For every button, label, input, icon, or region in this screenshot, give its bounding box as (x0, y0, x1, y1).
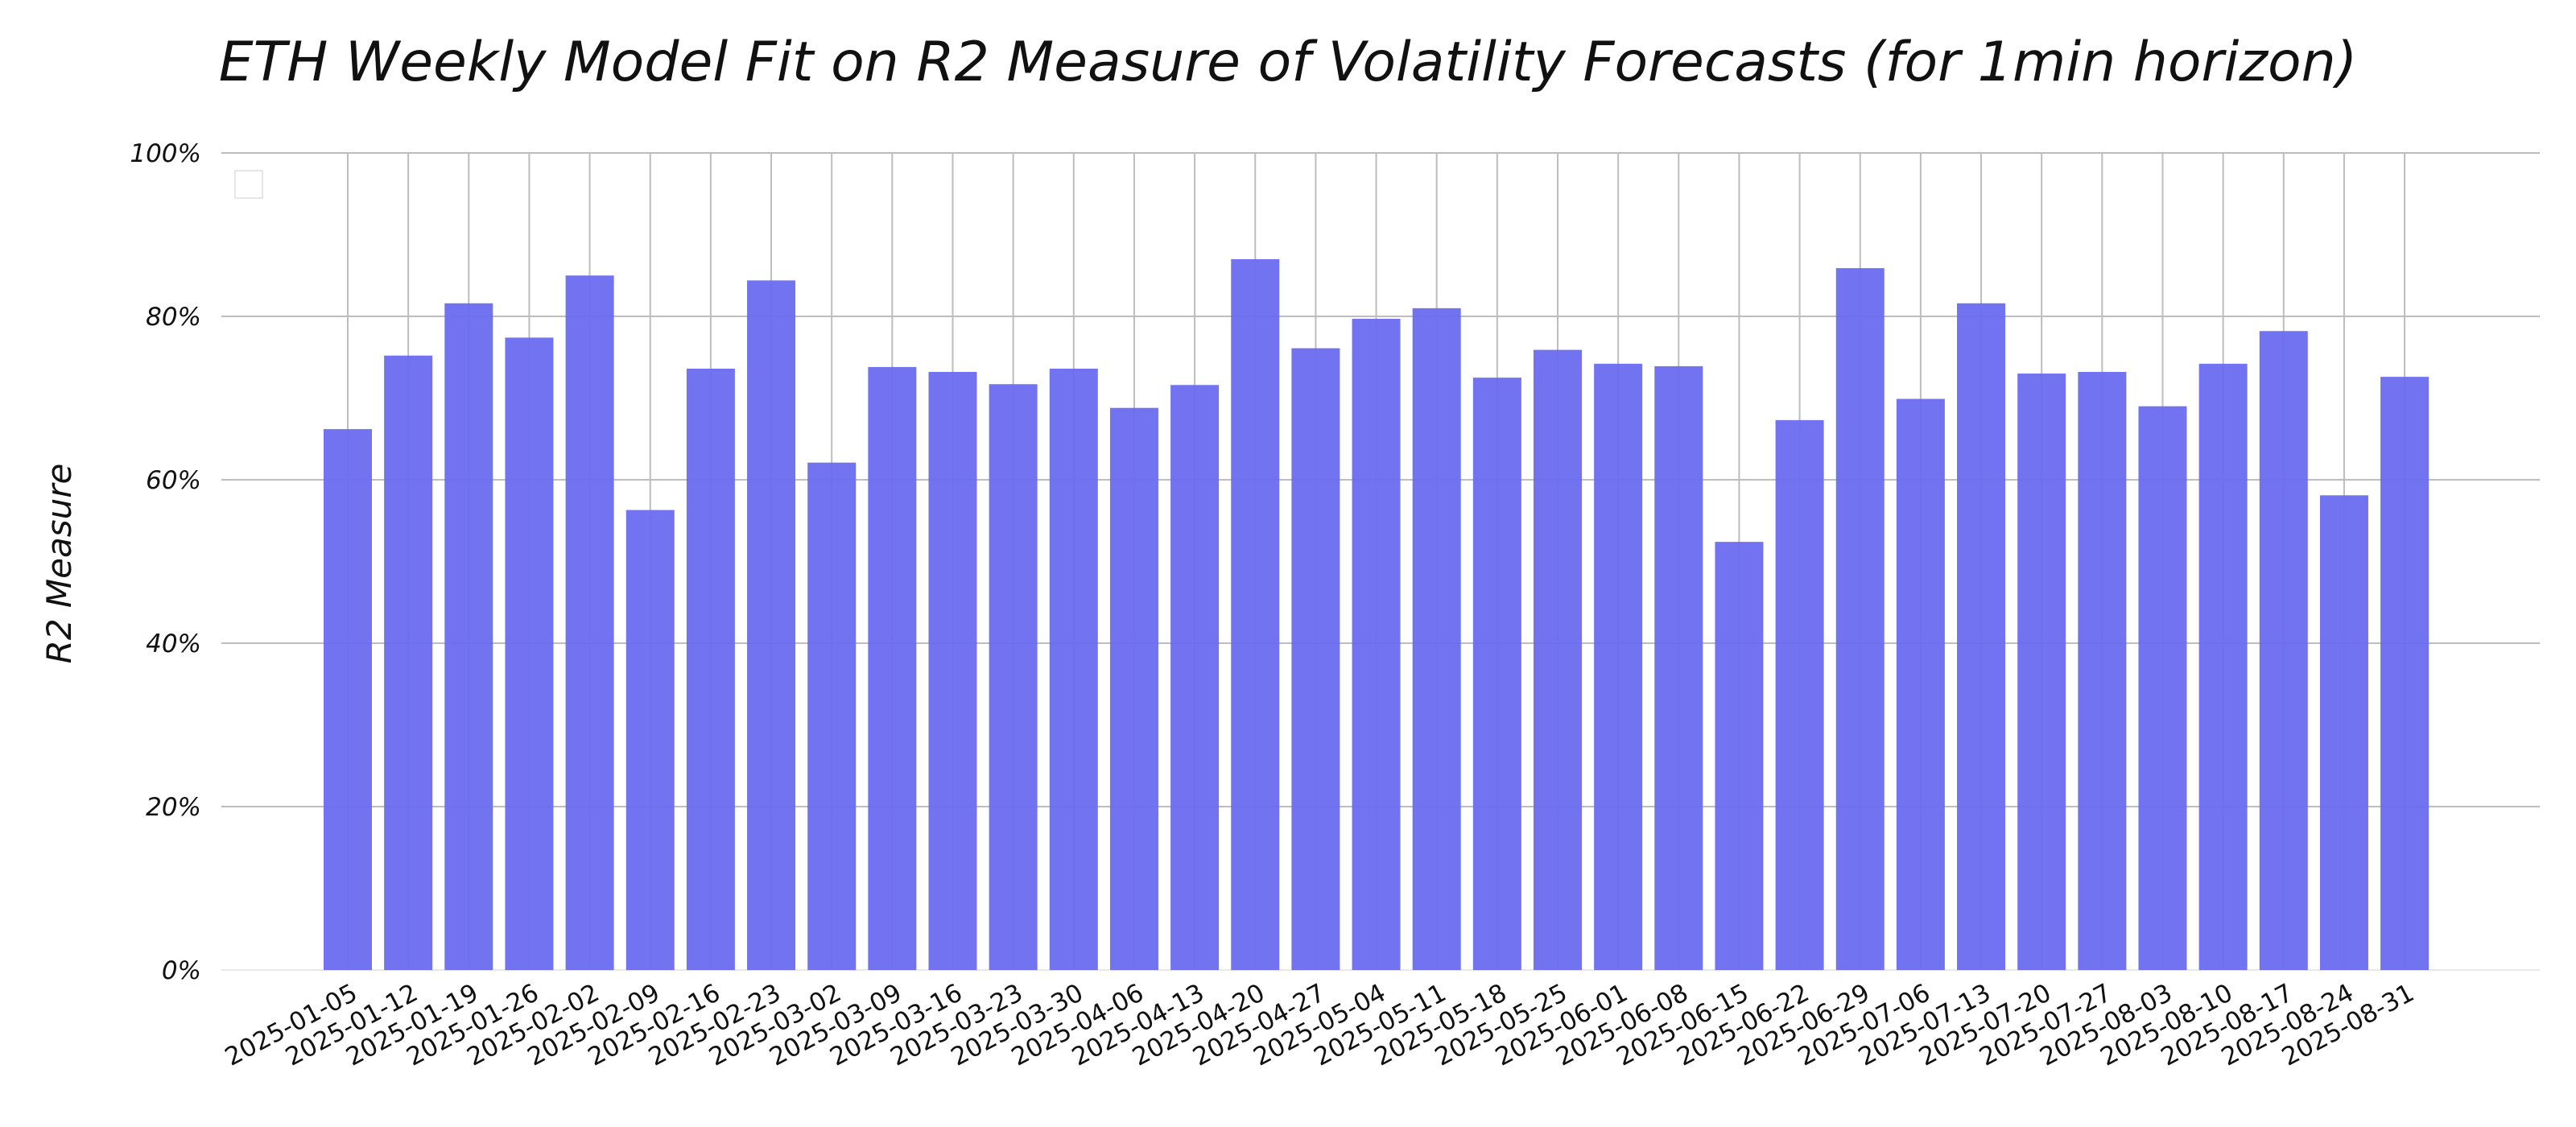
bar-2025-01-26 (505, 337, 554, 970)
bar-2025-04-20 (1231, 258, 1280, 970)
bar-2025-08-03 (2138, 406, 2187, 970)
bar-2025-07-20 (2017, 374, 2066, 970)
bar-2025-05-04 (1352, 319, 1401, 970)
bar-2025-03-23 (989, 384, 1038, 970)
bar-2025-08-10 (2198, 363, 2248, 970)
bar-2025-07-13 (1957, 303, 2006, 970)
bar-2025-06-29 (1835, 268, 1885, 970)
bar-2025-03-02 (807, 462, 857, 970)
bar-2025-08-24 (2319, 495, 2368, 970)
x-axis-ticks: 2025-01-052025-01-122025-01-192025-01-26… (221, 978, 2419, 1071)
y-tick-label: 0% (162, 956, 201, 985)
bar-2025-05-25 (1534, 349, 1582, 970)
y-tick-label: 80% (146, 303, 201, 332)
bar-2025-01-19 (444, 303, 493, 970)
bar-2025-01-12 (384, 355, 433, 971)
bar-2025-06-01 (1594, 363, 1643, 970)
bar-2025-02-02 (565, 275, 614, 970)
bars (324, 258, 2429, 971)
bar-2025-06-15 (1715, 542, 1764, 970)
bar-2025-04-06 (1109, 407, 1158, 970)
bar-2025-08-31 (2380, 377, 2429, 970)
bar-2025-02-23 (747, 280, 796, 971)
y-tick-label: 20% (146, 793, 201, 822)
bar-2025-03-09 (868, 366, 917, 970)
bar-2025-02-16 (686, 368, 735, 971)
bar-2025-05-11 (1412, 308, 1461, 971)
bar-2025-06-08 (1654, 365, 1703, 970)
bar-2025-03-30 (1049, 368, 1098, 971)
legend-box (234, 170, 263, 199)
bar-2025-01-05 (324, 429, 372, 970)
bar-2025-03-16 (928, 372, 977, 970)
y-tick-label: 60% (146, 466, 201, 495)
y-axis-ticks: 0% 20% 40% 60% 80% 100% (130, 139, 201, 985)
y-tick-label: 100% (130, 139, 201, 168)
bar-2025-04-13 (1170, 385, 1220, 970)
y-axis-label: R2 Measure (39, 464, 79, 664)
bar-2025-06-22 (1775, 419, 1824, 970)
bar-2025-04-27 (1291, 348, 1340, 971)
bar-2025-07-27 (2078, 372, 2127, 970)
bar-2025-08-17 (2259, 331, 2308, 970)
bar-2025-05-18 (1472, 378, 1521, 970)
bar-2025-02-09 (625, 510, 675, 970)
y-tick-label: 40% (146, 630, 201, 658)
bar-2025-07-06 (1896, 398, 1945, 970)
chart-title: ETH Weekly Model Fit on R2 Measure of Vo… (218, 31, 2358, 94)
